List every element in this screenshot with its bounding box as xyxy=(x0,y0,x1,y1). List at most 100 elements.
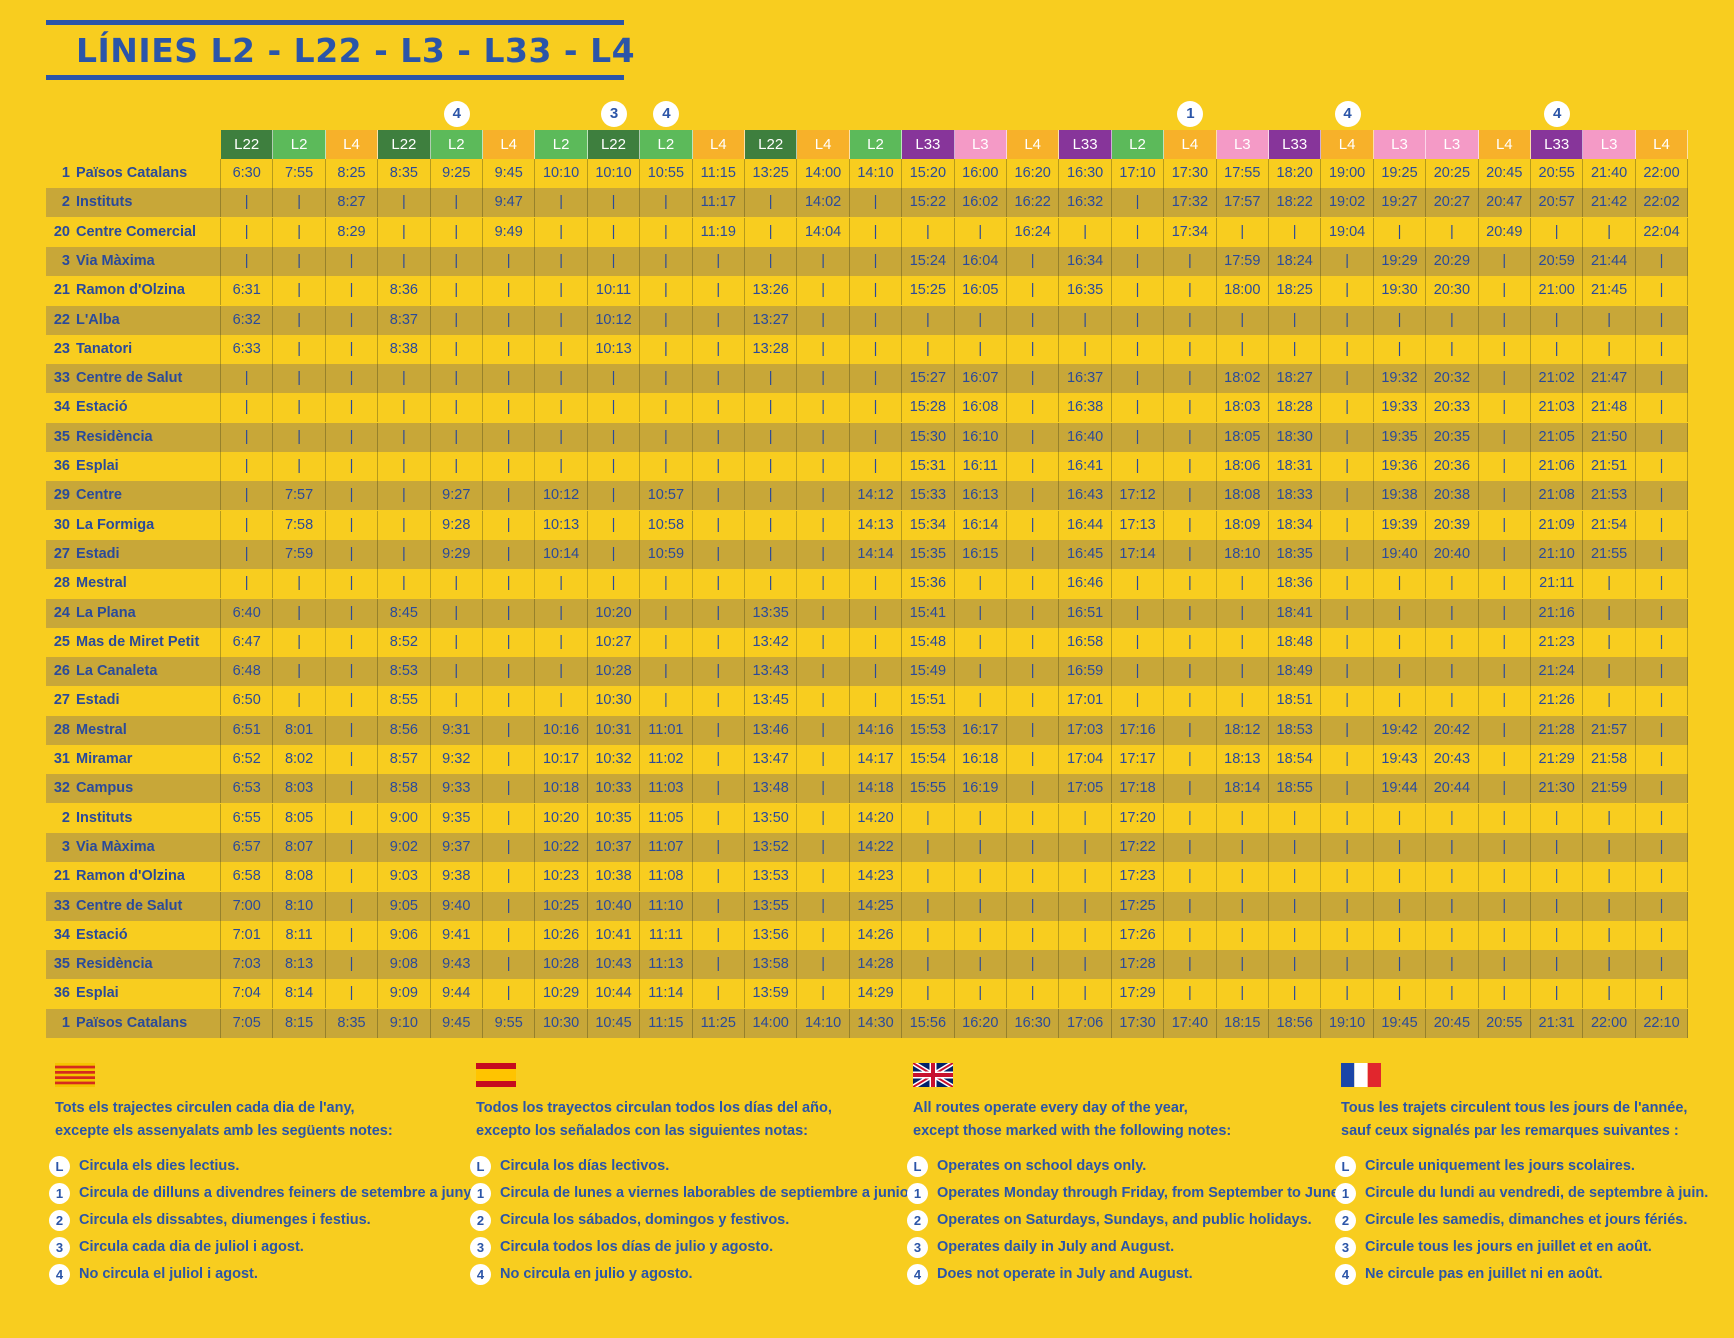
line-header: L4 xyxy=(483,130,536,159)
time-cell: 15:30 xyxy=(902,422,955,452)
time-cell: | xyxy=(483,246,536,276)
time-cell: | xyxy=(326,334,379,364)
time-cell: | xyxy=(1636,950,1689,980)
time-cell: 20:32 xyxy=(1426,364,1479,394)
time-cell: | xyxy=(1321,891,1374,921)
time-cell: 10:45 xyxy=(588,1008,641,1038)
time-cell: 10:30 xyxy=(535,1008,588,1038)
time-cell: 21:51 xyxy=(1583,452,1636,481)
time-cell: 9:44 xyxy=(431,979,483,1009)
time-cell: | xyxy=(1426,569,1479,599)
time-cell: | xyxy=(1007,569,1060,599)
stop-label: Estació xyxy=(76,399,128,416)
time-cell: | xyxy=(1479,452,1531,481)
time-cell: 10:41 xyxy=(588,920,641,950)
time-cell: | xyxy=(1583,803,1636,833)
time-cell: | xyxy=(221,364,274,394)
time-cell: 6:48 xyxy=(221,657,274,687)
time-cell: 11:15 xyxy=(693,159,745,188)
time-cell: | xyxy=(745,510,798,540)
time-cell: | xyxy=(1164,276,1217,306)
time-cell: 16:24 xyxy=(1007,217,1060,247)
time-cell: | xyxy=(797,657,850,687)
time-cell: | xyxy=(902,891,955,921)
stop-label: Centre Comercial xyxy=(76,223,197,240)
time-cell: 13:50 xyxy=(745,803,798,833)
time-cell: | xyxy=(1112,393,1165,423)
time-cell: 10:57 xyxy=(640,481,693,511)
time-cell: 10:38 xyxy=(588,862,641,892)
time-cell: 10:10 xyxy=(535,159,588,188)
legend-note: 3 Circule tous les jours en juillet et en… xyxy=(1335,1234,1708,1261)
time-cell: | xyxy=(1583,832,1636,862)
time-cell: | xyxy=(483,305,536,335)
time-cell: | xyxy=(1583,862,1636,892)
time-cell: 6:50 xyxy=(221,686,274,716)
time-cell: | xyxy=(588,510,641,540)
time-cell: 9:31 xyxy=(431,715,483,745)
note-text: Circula de dilluns a divendres feiners d… xyxy=(79,1185,475,1201)
time-cell: | xyxy=(483,803,536,833)
time-cell: | xyxy=(850,305,903,335)
line-header: L4 xyxy=(1635,130,1689,159)
time-cell: | xyxy=(797,569,850,599)
time-cell: | xyxy=(588,188,641,218)
note-text: Circula cada dia de juliol i agost. xyxy=(79,1239,304,1255)
time-cell: | xyxy=(1007,452,1060,481)
time-cell: | xyxy=(1479,627,1531,657)
time-cell: | xyxy=(693,305,745,335)
time-cell: | xyxy=(1636,715,1689,745)
time-cell: 18:22 xyxy=(1269,188,1322,218)
time-cell: | xyxy=(1374,862,1427,892)
time-cell: 15:55 xyxy=(902,774,955,804)
time-cell: 10:29 xyxy=(535,979,588,1009)
note-badge: 3 xyxy=(1335,1237,1356,1258)
time-cell: | xyxy=(693,950,745,980)
time-cell: | xyxy=(326,276,379,306)
time-cell: | xyxy=(1007,686,1060,716)
note-badge: 3 xyxy=(49,1237,70,1258)
time-cell: 11:19 xyxy=(693,217,745,247)
time-cell: | xyxy=(588,393,641,423)
time-cell: | xyxy=(640,627,693,657)
time-cell: | xyxy=(955,979,1007,1009)
stop-name: 24 La Plana xyxy=(46,598,221,628)
time-cell: 10:55 xyxy=(640,159,693,188)
stop-label: Centre xyxy=(76,487,122,504)
legend-intro-line: Todos los trayectos circulan todos los d… xyxy=(476,1100,832,1116)
time-cell: 18:51 xyxy=(1269,686,1322,716)
time-cell: | xyxy=(273,364,326,394)
time-cell: | xyxy=(1479,393,1531,423)
time-cell: | xyxy=(850,217,903,247)
time-cell: 16:59 xyxy=(1059,657,1112,687)
time-cell: | xyxy=(1321,364,1374,394)
time-cell: | xyxy=(1479,364,1531,394)
time-cell: | xyxy=(1426,627,1479,657)
time-cell: | xyxy=(326,920,379,950)
time-cell: | xyxy=(640,569,693,599)
time-cell: 8:08 xyxy=(273,862,326,892)
time-cell: | xyxy=(797,364,850,394)
time-cell: | xyxy=(1479,481,1531,511)
stop-label: Tanatori xyxy=(76,340,133,357)
stop-name: 1 Països Catalans xyxy=(46,159,221,188)
note-badge: 1 xyxy=(49,1183,70,1204)
stop-name: 35 Residència xyxy=(46,422,221,452)
time-cell: | xyxy=(1217,891,1269,921)
table-row: 3 Via Màxima | | | | | | | | | | | | | 15:24 16:04 | 16:34… xyxy=(46,246,1689,276)
time-cell: 18:25 xyxy=(1269,276,1322,306)
stop-label: La Canaleta xyxy=(76,663,158,680)
time-cell: | xyxy=(1007,598,1060,628)
time-cell: 8:57 xyxy=(378,745,431,774)
legend-note: L Operates on school days only. xyxy=(907,1153,1343,1180)
time-cell: 16:20 xyxy=(955,1008,1007,1038)
table-row: 1 Països Catalans 7:05 8:15 8:35 9:10 9:45 9:55… xyxy=(46,1008,1689,1038)
note-text: Circule du lundi au vendredi, de septemb… xyxy=(1365,1185,1709,1201)
stop-name: 22 L'Alba xyxy=(46,305,221,335)
time-cell: 15:20 xyxy=(902,159,955,188)
note-badge: 4 xyxy=(1335,1264,1356,1285)
time-cell: | xyxy=(1479,745,1531,774)
line-header: L3 xyxy=(1373,130,1427,159)
time-cell: 18:14 xyxy=(1217,774,1269,804)
legend-note: 3 Operates daily in July and August. xyxy=(907,1234,1343,1261)
